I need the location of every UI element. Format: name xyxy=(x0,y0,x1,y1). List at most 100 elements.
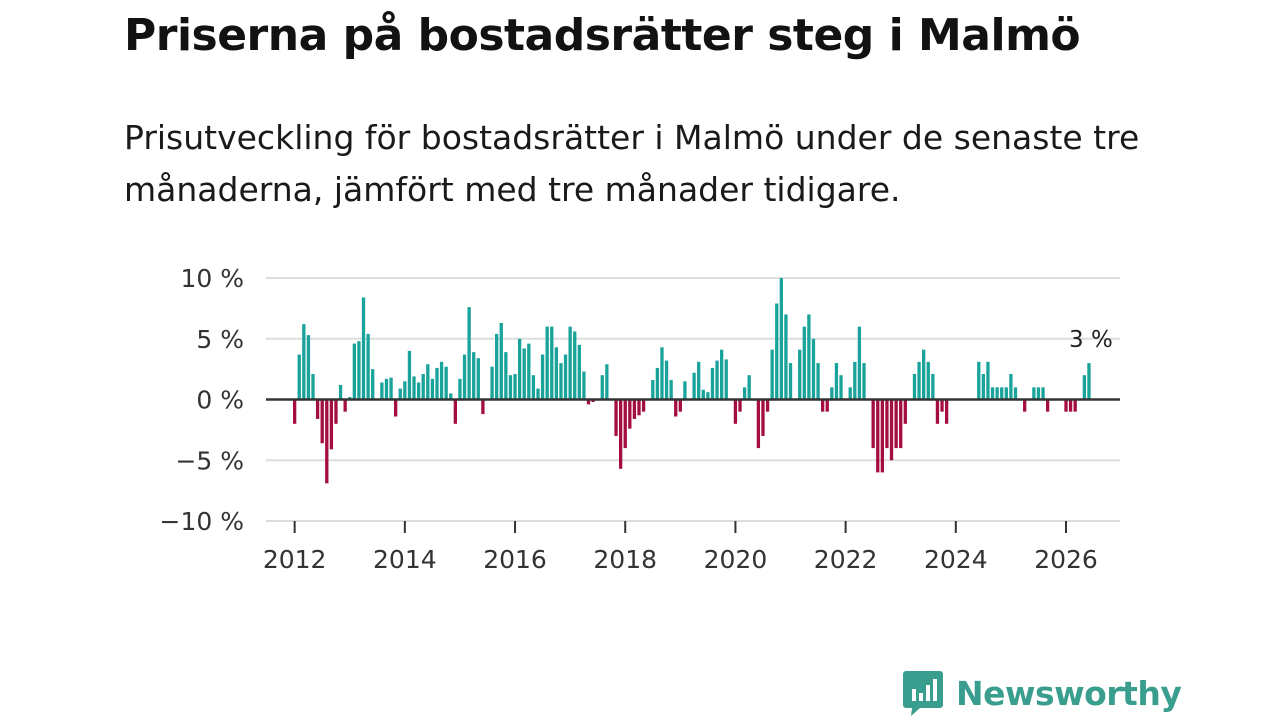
data-bar xyxy=(742,387,747,400)
data-bar xyxy=(834,363,839,400)
data-bar xyxy=(830,387,834,400)
chart-title: Priserna på bostadsrätter steg i Malmö xyxy=(124,10,1081,61)
data-bar xyxy=(628,399,632,429)
data-bar xyxy=(1036,387,1041,400)
data-bar xyxy=(995,387,999,400)
data-bar xyxy=(490,366,494,400)
data-bar xyxy=(802,326,806,400)
data-bar xyxy=(678,399,682,412)
data-bar xyxy=(517,338,522,400)
data-bar xyxy=(931,373,935,400)
data-bar xyxy=(940,399,944,412)
data-bar xyxy=(747,375,751,400)
data-bar xyxy=(853,361,857,400)
data-bar xyxy=(292,399,297,424)
data-bar xyxy=(338,384,343,400)
data-bar xyxy=(513,373,517,400)
data-bar xyxy=(426,364,430,400)
data-bar xyxy=(632,399,637,419)
data-bar xyxy=(871,399,875,449)
data-bar xyxy=(1009,373,1013,400)
data-bar xyxy=(977,361,981,400)
data-bar xyxy=(1032,387,1036,400)
x-tick-label: 2022 xyxy=(814,545,878,574)
data-bar xyxy=(655,367,660,400)
data-bar xyxy=(449,393,453,400)
data-bar xyxy=(798,349,802,400)
data-bar xyxy=(559,363,563,400)
data-bar xyxy=(623,399,627,449)
data-bar xyxy=(394,399,398,417)
data-bar xyxy=(857,326,862,400)
data-bar xyxy=(297,354,301,400)
brand-name: Newsworthy xyxy=(956,673,1182,713)
data-bar xyxy=(788,363,793,400)
y-tick-label: −10 % xyxy=(160,507,244,536)
data-bar xyxy=(366,333,370,400)
data-bar xyxy=(522,348,526,400)
data-bar xyxy=(894,399,898,449)
data-bar xyxy=(839,375,843,400)
data-bar xyxy=(683,381,687,400)
data-bar xyxy=(899,399,903,449)
data-bar xyxy=(458,378,462,400)
data-bar xyxy=(710,367,715,400)
data-bar xyxy=(641,399,646,412)
data-bar xyxy=(403,381,407,400)
data-bar xyxy=(416,382,421,400)
data-bar xyxy=(876,399,880,473)
x-tick-label: 2014 xyxy=(373,545,437,574)
data-bar xyxy=(536,388,540,400)
data-bar xyxy=(944,399,949,424)
data-bar xyxy=(495,333,499,400)
data-bar xyxy=(770,349,774,400)
data-bar xyxy=(343,399,347,412)
data-bar xyxy=(692,372,696,400)
x-tick-label: 2024 xyxy=(924,545,988,574)
data-bar xyxy=(618,399,623,469)
data-bar xyxy=(586,399,591,405)
data-bar xyxy=(784,314,788,400)
data-bar xyxy=(779,278,783,400)
data-bar xyxy=(848,387,852,400)
data-bar xyxy=(371,369,375,400)
data-bar xyxy=(384,378,389,400)
y-tick-label: 5 % xyxy=(196,325,244,354)
data-bar xyxy=(302,324,306,400)
data-bar xyxy=(935,399,940,424)
data-bar xyxy=(605,364,609,400)
data-bar xyxy=(738,399,742,412)
last-value-label: 3 % xyxy=(1069,327,1113,353)
data-bar xyxy=(407,350,412,400)
data-bar xyxy=(775,303,779,400)
data-bar xyxy=(724,359,728,400)
data-bar xyxy=(880,399,885,473)
data-bar xyxy=(329,399,334,450)
bar-chart: 10 % 5 % 0 % −5 % −10 % 2012 2014 2016 2018 2020 2… xyxy=(160,264,1120,574)
x-tick-label: 2018 xyxy=(593,545,657,574)
data-bar xyxy=(756,399,761,449)
data-bar xyxy=(917,361,921,400)
data-bar xyxy=(986,361,990,400)
data-bar xyxy=(389,377,393,400)
data-bar xyxy=(499,322,503,400)
data-bar xyxy=(361,297,366,400)
chart-subtitle: Prisutveckling för bostadsrätter i Malmö… xyxy=(124,118,1140,209)
data-bar xyxy=(862,363,866,400)
data-bar xyxy=(582,371,586,400)
data-bar xyxy=(701,389,705,400)
x-tick-label: 2012 xyxy=(263,545,327,574)
data-bar xyxy=(357,341,361,400)
data-bar xyxy=(421,373,425,400)
data-bar xyxy=(1041,387,1045,400)
data-bar xyxy=(315,399,320,419)
data-bar xyxy=(527,343,531,400)
data-bar xyxy=(664,360,669,400)
data-bar xyxy=(531,375,536,400)
data-bar xyxy=(476,358,480,400)
data-bar xyxy=(467,307,471,400)
data-bar xyxy=(412,376,416,400)
data-bar xyxy=(439,361,444,400)
data-bar xyxy=(508,375,513,400)
data-bar xyxy=(352,343,356,400)
